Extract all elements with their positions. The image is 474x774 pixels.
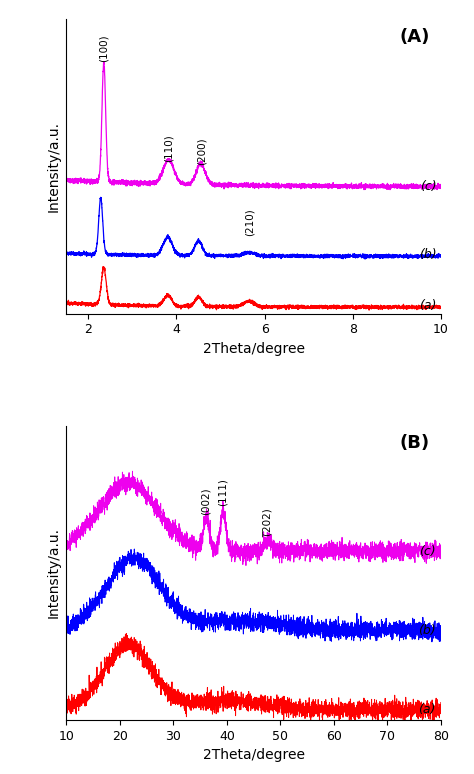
Text: (002): (002) [201, 488, 210, 515]
Text: (c): (c) [419, 545, 436, 557]
Text: (100): (100) [99, 35, 109, 63]
Text: (̅202): (̅202) [264, 510, 273, 537]
Text: (A): (A) [399, 28, 429, 46]
Text: (a): (a) [418, 703, 436, 715]
Text: (B): (B) [400, 434, 429, 452]
Y-axis label: Intensity/a.u.: Intensity/a.u. [47, 121, 61, 212]
Text: (b): (b) [418, 624, 436, 636]
X-axis label: 2Theta/degree: 2Theta/degree [202, 342, 305, 356]
Text: (110): (110) [164, 135, 173, 163]
Text: (111): (111) [218, 478, 228, 506]
Text: (c): (c) [420, 180, 437, 193]
Y-axis label: Intensity/a.u.: Intensity/a.u. [47, 527, 61, 618]
Text: (a): (a) [419, 299, 437, 312]
X-axis label: 2Theta/degree: 2Theta/degree [202, 748, 305, 762]
Text: (200): (200) [197, 138, 207, 165]
Text: (b): (b) [419, 248, 437, 261]
Text: (210): (210) [244, 208, 254, 236]
